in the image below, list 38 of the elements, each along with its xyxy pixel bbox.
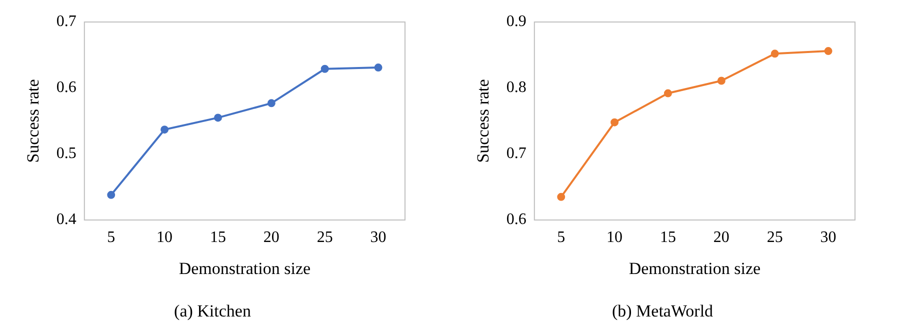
y-tick-label: 0.6 bbox=[56, 79, 76, 96]
y-axis-title: Success rate bbox=[24, 79, 43, 163]
y-tick-label: 0.6 bbox=[506, 211, 526, 228]
x-axis-title: Demonstration size bbox=[628, 258, 761, 278]
x-tick-label: 25 bbox=[316, 228, 333, 246]
x-tick-label: 20 bbox=[263, 228, 280, 246]
point bbox=[267, 99, 276, 108]
x-tick-label: 15 bbox=[660, 228, 676, 246]
x-tick-label: 15 bbox=[210, 228, 226, 246]
y-tick-label: 0.7 bbox=[506, 145, 526, 162]
y-tick-label: 0.9 bbox=[506, 13, 526, 30]
y-axis-title: Success rate bbox=[474, 79, 493, 163]
x-tick-label: 10 bbox=[156, 228, 173, 246]
point bbox=[160, 126, 169, 134]
x-tick-label: 20 bbox=[713, 228, 730, 246]
point bbox=[824, 47, 832, 56]
x-tick-label: 5 bbox=[107, 228, 116, 246]
y-tick-label: 0.7 bbox=[56, 13, 76, 30]
x-tick-label: 30 bbox=[370, 228, 386, 246]
point bbox=[610, 118, 619, 126]
point bbox=[107, 190, 116, 199]
x-tick-label: 10 bbox=[606, 228, 623, 246]
point bbox=[557, 192, 566, 201]
x-tick-label: 30 bbox=[820, 228, 836, 246]
point bbox=[717, 76, 726, 85]
text: (a) Kitchen bbox=[174, 301, 252, 320]
point bbox=[770, 50, 779, 58]
x-axis-title: Demonstration size bbox=[178, 258, 311, 278]
point bbox=[320, 64, 329, 73]
point bbox=[214, 114, 222, 122]
point bbox=[374, 64, 382, 72]
y-tick-label: 0.5 bbox=[56, 145, 76, 162]
point bbox=[664, 89, 672, 98]
y-tick-label: 0.8 bbox=[506, 79, 526, 96]
x-tick-label: 5 bbox=[557, 228, 566, 246]
x-tick-label: 25 bbox=[766, 228, 783, 246]
y-tick-label: 0.4 bbox=[56, 211, 76, 228]
text: (b) MetaWorld bbox=[612, 301, 714, 320]
